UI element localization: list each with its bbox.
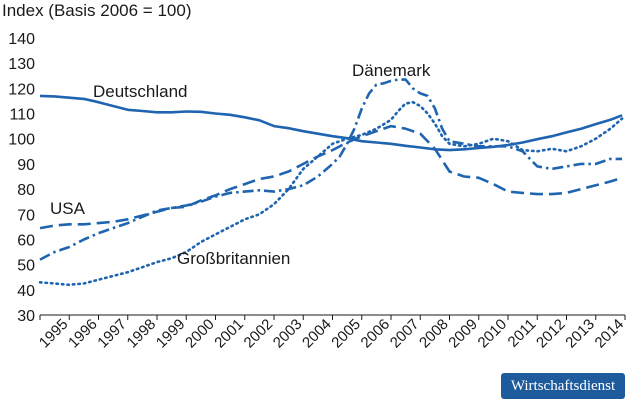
- annotation-grossbritannien: Großbritannien: [177, 249, 290, 268]
- x-tick-label: 2011: [505, 316, 540, 351]
- x-tick-label: 1999: [153, 316, 189, 352]
- y-tick-label: 30: [17, 308, 35, 325]
- y-tick-label: 60: [17, 232, 35, 249]
- x-tick-label: 2005: [328, 316, 364, 352]
- x-tick-label: 2000: [182, 316, 218, 352]
- x-tick-label: 2003: [270, 316, 306, 352]
- x-tick-label: 2013: [562, 316, 598, 352]
- annotation-daenemark: Dänemark: [352, 61, 431, 80]
- x-tick-label: 2004: [299, 316, 335, 352]
- x-tick-label: 1996: [65, 316, 101, 352]
- annotation-deutschland: Deutschland: [93, 82, 188, 101]
- series-line-usa: [39, 124, 623, 230]
- y-tick-label: 90: [17, 157, 35, 174]
- x-tick-label: 1998: [124, 316, 160, 352]
- publisher-badge: Wirtschaftsdienst: [501, 373, 625, 399]
- y-tick-label: 140: [8, 31, 35, 48]
- x-tick-label: 2014: [592, 316, 628, 352]
- x-tick-label: 2008: [416, 316, 452, 352]
- y-tick-label: 100: [8, 132, 35, 149]
- x-tick-label: 2009: [445, 316, 481, 352]
- x-tick-label: 2007: [387, 316, 423, 352]
- series-line-dnemark: [39, 78, 623, 261]
- y-axis: 30 40 50 60 70 80 90 100 110 120 130 140: [8, 31, 35, 325]
- x-tick-label: 1995: [36, 316, 72, 352]
- y-tick-label: 120: [8, 81, 35, 98]
- chart-title: Index (Basis 2006 = 100): [2, 1, 191, 20]
- y-tick-label: 70: [17, 207, 35, 224]
- x-tick-label: 2012: [533, 316, 569, 352]
- x-tick-label: 2001: [211, 316, 247, 352]
- y-tick-label: 40: [17, 283, 35, 300]
- x-tick-label: 2010: [475, 316, 511, 352]
- series-line-grobritannien: [38, 100, 624, 287]
- y-tick-label: 80: [17, 182, 35, 199]
- series-lines: [38, 78, 624, 287]
- x-tick-label: 1997: [94, 316, 130, 352]
- annotation-usa: USA: [50, 199, 86, 218]
- series-line-deutschland: [39, 94, 623, 152]
- x-axis: 1995199619971998199920002001200220032004…: [36, 314, 628, 352]
- x-tick-label: 2002: [241, 316, 277, 352]
- x-tick-label: 2006: [358, 316, 394, 352]
- y-tick-label: 130: [8, 56, 35, 73]
- y-tick-label: 110: [9, 107, 35, 124]
- y-tick-label: 50: [17, 258, 35, 275]
